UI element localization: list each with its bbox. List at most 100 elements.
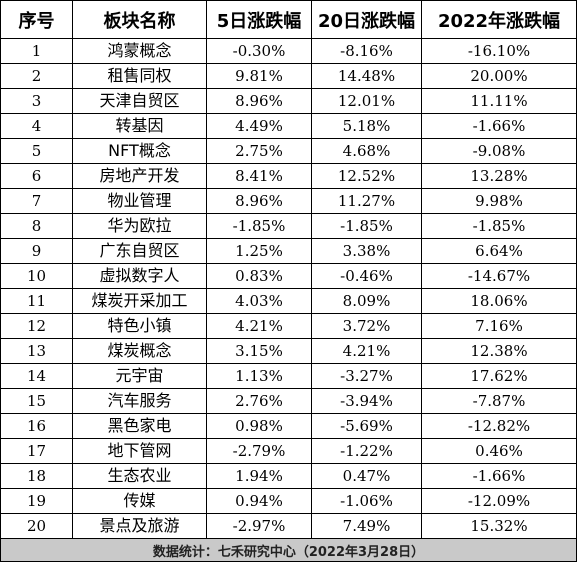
cell-sector-name: 租售同权 [72,63,207,89]
table-row: 9 广东自贸区 1.25% 3.38% 6.64% [0,238,577,264]
cell-index: 9 [0,238,73,264]
cell-5day-change: 4.03% [206,288,312,314]
table-row: 6 房地产开发 8.41% 12.52% 13.28% [0,163,577,189]
cell-20day-change: 7.49% [311,513,422,539]
cell-5day-change: -2.79% [206,438,312,464]
cell-index: 11 [0,288,73,314]
table-row: 20 景点及旅游 -2.97% 7.49% 15.32% [0,513,577,539]
cell-20day-change: -1.85% [311,213,422,239]
cell-index: 16 [0,413,73,439]
cell-20day-change: 3.72% [311,313,422,339]
cell-2022-change: 20.00% [421,63,577,89]
data-source-note: 数据统计：七禾研究中心（2022年3月28日） [0,538,577,562]
header-cell-2022-change: 2022年涨跌幅 [421,0,577,39]
table-row: 15 汽车服务 2.76% -3.94% -7.87% [0,388,577,414]
header-cell-20day-change: 20日涨跌幅 [311,0,422,39]
cell-index: 14 [0,363,73,389]
cell-20day-change: 5.18% [311,113,422,139]
cell-sector-name: 华为欧拉 [72,213,207,239]
cell-index: 13 [0,338,73,364]
cell-5day-change: 8.41% [206,163,312,189]
cell-index: 12 [0,313,73,339]
cell-2022-change: 15.32% [421,513,577,539]
cell-5day-change: 0.83% [206,263,312,289]
cell-sector-name: 转基因 [72,113,207,139]
cell-5day-change: 1.13% [206,363,312,389]
cell-5day-change: 1.94% [206,463,312,489]
cell-5day-change: 0.98% [206,413,312,439]
cell-sector-name: 生态农业 [72,463,207,489]
table-row: 14 元宇宙 1.13% -3.27% 17.62% [0,363,577,389]
cell-2022-change: 11.11% [421,88,577,114]
header-row: 序号 板块名称 5日涨跌幅 20日涨跌幅 2022年涨跌幅 [0,0,577,39]
cell-20day-change: 4.68% [311,138,422,164]
cell-index: 15 [0,388,73,414]
cell-sector-name: 房地产开发 [72,163,207,189]
cell-index: 1 [0,38,73,64]
table-row: 8 华为欧拉 -1.85% -1.85% -1.85% [0,213,577,239]
footer-row: 数据统计：七禾研究中心（2022年3月28日） [0,538,577,562]
cell-20day-change: 0.47% [311,463,422,489]
cell-2022-change: -9.08% [421,138,577,164]
table-row: 13 煤炭概念 3.15% 4.21% 12.38% [0,338,577,364]
table-row: 7 物业管理 8.96% 11.27% 9.98% [0,188,577,214]
cell-20day-change: 3.38% [311,238,422,264]
cell-index: 3 [0,88,73,114]
cell-20day-change: -3.94% [311,388,422,414]
cell-2022-change: 18.06% [421,288,577,314]
cell-5day-change: -1.85% [206,213,312,239]
cell-sector-name: 虚拟数字人 [72,263,207,289]
cell-5day-change: 4.21% [206,313,312,339]
cell-2022-change: -12.09% [421,488,577,514]
cell-index: 6 [0,163,73,189]
cell-sector-name: 景点及旅游 [72,513,207,539]
cell-5day-change: 9.81% [206,63,312,89]
cell-20day-change: -8.16% [311,38,422,64]
table-row: 5 NFT概念 2.75% 4.68% -9.08% [0,138,577,164]
cell-2022-change: 9.98% [421,188,577,214]
cell-5day-change: 0.94% [206,488,312,514]
cell-index: 17 [0,438,73,464]
cell-index: 20 [0,513,73,539]
cell-sector-name: 汽车服务 [72,388,207,414]
cell-20day-change: 12.52% [311,163,422,189]
cell-20day-change: 11.27% [311,188,422,214]
cell-index: 7 [0,188,73,214]
table-row: 10 虚拟数字人 0.83% -0.46% -14.67% [0,263,577,289]
cell-2022-change: -14.67% [421,263,577,289]
cell-2022-change: 6.64% [421,238,577,264]
cell-5day-change: 8.96% [206,188,312,214]
cell-20day-change: 12.01% [311,88,422,114]
cell-sector-name: 物业管理 [72,188,207,214]
table-body: 1 鸿蒙概念 -0.30% -8.16% -16.10% 2 租售同权 9.81% 14.48%… [0,38,577,539]
table-row: 11 煤炭开采加工 4.03% 8.09% 18.06% [0,288,577,314]
cell-5day-change: 2.76% [206,388,312,414]
cell-sector-name: NFT概念 [72,138,207,164]
cell-20day-change: -5.69% [311,413,422,439]
cell-sector-name: 传媒 [72,488,207,514]
cell-index: 4 [0,113,73,139]
table-row: 4 转基因 4.49% 5.18% -1.66% [0,113,577,139]
cell-index: 5 [0,138,73,164]
table-row: 19 传媒 0.94% -1.06% -12.09% [0,488,577,514]
cell-2022-change: 17.62% [421,363,577,389]
cell-sector-name: 元宇宙 [72,363,207,389]
cell-5day-change: 8.96% [206,88,312,114]
cell-2022-change: -7.87% [421,388,577,414]
cell-5day-change: 4.49% [206,113,312,139]
cell-index: 2 [0,63,73,89]
cell-sector-name: 煤炭概念 [72,338,207,364]
cell-2022-change: 7.16% [421,313,577,339]
cell-20day-change: -1.22% [311,438,422,464]
table-row: 16 黑色家电 0.98% -5.69% -12.82% [0,413,577,439]
cell-index: 8 [0,213,73,239]
cell-20day-change: -3.27% [311,363,422,389]
cell-index: 18 [0,463,73,489]
cell-2022-change: -1.66% [421,463,577,489]
cell-20day-change: 14.48% [311,63,422,89]
cell-2022-change: -12.82% [421,413,577,439]
cell-2022-change: -1.66% [421,113,577,139]
cell-sector-name: 黑色家电 [72,413,207,439]
